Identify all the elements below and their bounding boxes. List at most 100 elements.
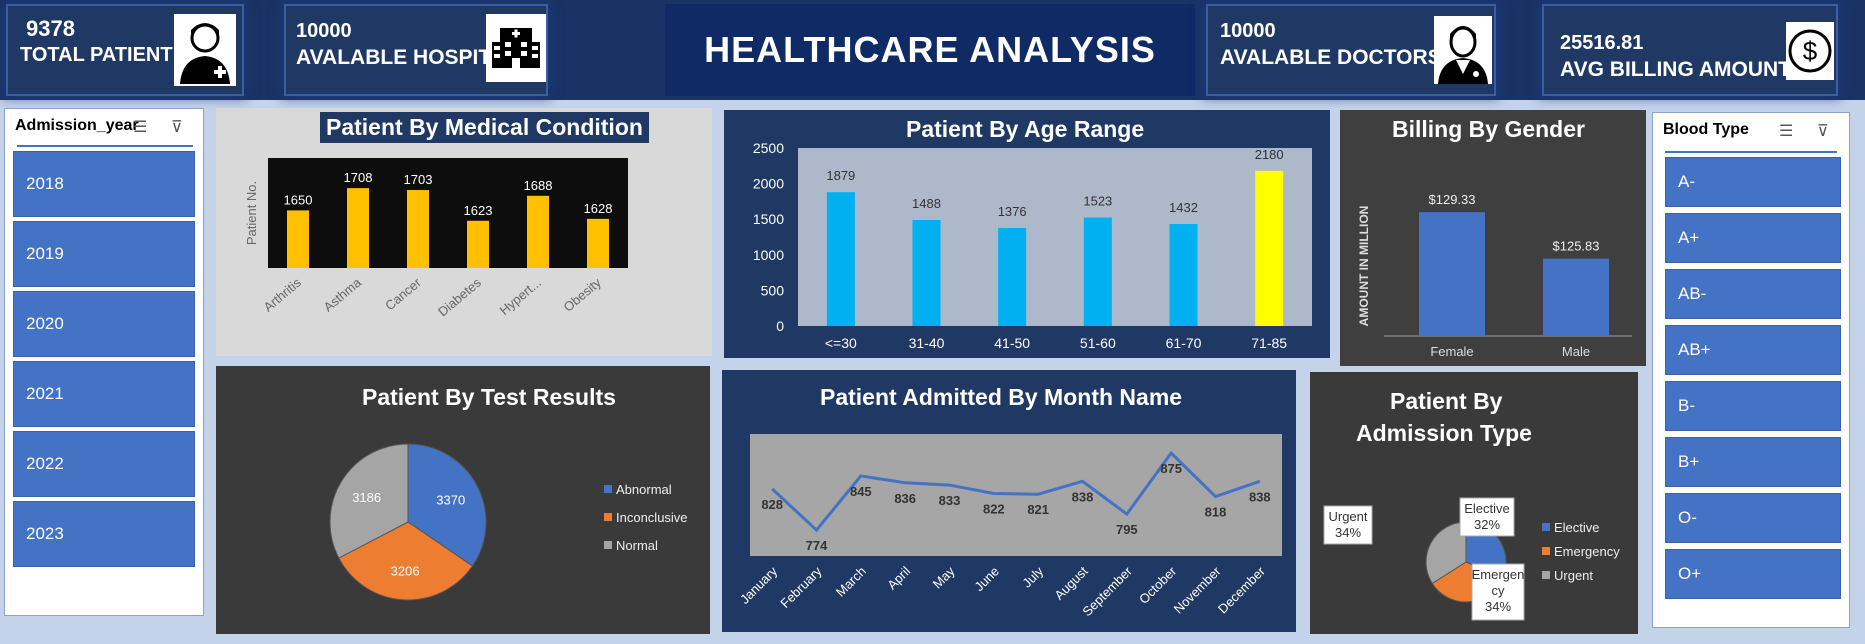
chart-title: Billing By Gender <box>1392 116 1585 142</box>
data-label: 3370 <box>436 492 465 507</box>
kpi-hospitals: 10000 AVALABLE HOSPITALS <box>284 4 548 96</box>
age-range-chart[interactable]: Patient By Age Range 0 500 1000 1500 2000 250… <box>724 110 1330 358</box>
x-tick-label: July <box>1019 563 1046 590</box>
slicer-item-2020[interactable]: 2020 <box>13 291 195 357</box>
plot-area <box>268 158 628 268</box>
multi-select-icon[interactable]: ☰ <box>1779 123 1794 140</box>
x-tick-label: March <box>833 564 869 600</box>
test-results-chart[interactable]: Patient By Test Results 3370 3206 3186 Abno… <box>216 366 710 634</box>
x-tick-label: Female <box>1430 344 1473 359</box>
slicer-item-2019[interactable]: 2019 <box>13 221 195 287</box>
bar <box>998 228 1027 326</box>
age-range-svg: 0 500 1000 1500 2000 2500 1879 <=30 1488 31-40 137… <box>753 140 1312 351</box>
data-label: 3186 <box>352 490 381 505</box>
chart-title: Patient By Test Results <box>362 384 616 410</box>
blood-type-slicer: Blood Type ☰ ⊽ A- A+ AB- AB+ B- B+ O- O+ <box>1652 112 1850 628</box>
data-label: 828 <box>761 497 783 512</box>
data-label: 1523 <box>1083 194 1112 209</box>
data-label: 822 <box>983 501 1005 516</box>
medical-condition-chart[interactable]: Patient By Medical Condition 1650 Arthrit… <box>216 108 712 356</box>
test-results-svg: 3370 3206 3186 Abnormal Inconclusive Normal <box>329 443 688 601</box>
slicer-item-a-pos[interactable]: A+ <box>1665 213 1841 263</box>
x-tick-label: Male <box>1562 344 1590 359</box>
y-tick-label: 0 <box>776 318 784 334</box>
chart-title-line1: Patient By <box>1390 388 1503 414</box>
pie-slice <box>329 443 409 559</box>
kpi-value: 9378 <box>26 16 75 41</box>
slicer-title: Admission_year <box>15 117 139 134</box>
admission-year-slicer: Admission_year ☰ ⊽ 2018 2019 2020 2021 2… <box>4 108 204 616</box>
chart-title-line2: Admission Type <box>1356 420 1532 446</box>
data-label: 836 <box>894 491 916 506</box>
hospital-icon <box>486 14 546 82</box>
chart-title: Patient By Age Range <box>900 114 1151 145</box>
y-tick-label: 1500 <box>753 211 784 227</box>
data-label: Urgent <box>1328 509 1367 524</box>
data-label: 1708 <box>344 170 373 185</box>
data-label: $129.33 <box>1429 192 1476 207</box>
data-label: 1628 <box>584 201 613 216</box>
pie-slice <box>338 521 474 601</box>
kpi-label: AVALABLE DOCTORS <box>1220 46 1442 69</box>
y-tick-label: 2500 <box>753 140 784 156</box>
bar <box>407 190 429 268</box>
slicer-item-b-neg[interactable]: B- <box>1665 381 1841 431</box>
clear-filter-icon[interactable]: ⊽ <box>1817 123 1829 140</box>
clear-filter-icon[interactable]: ⊽ <box>171 119 183 136</box>
legend-label: Urgent <box>1554 568 1593 583</box>
chart-title: Patient By Medical Condition <box>320 112 649 143</box>
slicer-title: Blood Type <box>1663 121 1749 138</box>
legend-swatch <box>604 513 612 521</box>
bar <box>1083 217 1112 326</box>
slicer-item-ab-neg[interactable]: AB- <box>1665 269 1841 319</box>
kpi-label: TOTAL PATIENT <box>20 44 173 66</box>
billing-gender-chart[interactable]: Billing By Gender $129.33 Female $125.83 Ma… <box>1340 110 1646 366</box>
data-label: 1879 <box>826 168 855 183</box>
slicer-item-2021[interactable]: 2021 <box>13 361 195 427</box>
y-axis-label: Patient No. <box>244 181 259 245</box>
slicer-item-b-pos[interactable]: B+ <box>1665 437 1841 487</box>
patient-icon <box>174 14 236 86</box>
kpi-doctors: 10000 AVALABLE DOCTORS <box>1206 4 1496 96</box>
slicer-item-o-pos[interactable]: O+ <box>1665 549 1841 599</box>
y-tick-label: 2000 <box>753 176 784 192</box>
data-label: 34% <box>1335 525 1361 540</box>
slicer-item-2023[interactable]: 2023 <box>13 501 195 567</box>
admitted-month-chart[interactable]: Patient Admitted By Month Name 828 Januar… <box>722 370 1296 632</box>
slicer-item-2022[interactable]: 2022 <box>13 431 195 497</box>
kpi-value: 25516.81 <box>1560 32 1644 54</box>
slicer-item-2018[interactable]: 2018 <box>13 151 195 217</box>
bar <box>347 188 369 268</box>
pie-slice <box>407 443 487 567</box>
x-tick-label: Arthritis <box>261 274 305 314</box>
data-label: 1688 <box>524 178 553 193</box>
x-tick-label: December <box>1215 563 1268 616</box>
data-label: $125.83 <box>1553 239 1600 254</box>
slicer-item-ab-pos[interactable]: AB+ <box>1665 325 1841 375</box>
slicer-item-o-neg[interactable]: O- <box>1665 493 1841 543</box>
y-tick-label: 500 <box>761 282 785 298</box>
data-label-box <box>1459 497 1515 537</box>
legend-label: Elective <box>1554 520 1600 535</box>
bar <box>1419 212 1485 336</box>
admission-type-chart[interactable]: Patient By Admission Type Elective 32% Eme… <box>1310 372 1638 634</box>
x-tick-label: Hypert... <box>497 275 544 318</box>
billing-gender-svg: $129.33 Female $125.83 Male AMOUNT IN MILLIO… <box>1357 192 1632 359</box>
slicer-item-a-neg[interactable]: A- <box>1665 157 1841 207</box>
data-label: 1488 <box>912 196 941 211</box>
dollar-icon: $ <box>1786 22 1834 80</box>
data-label: 774 <box>806 538 828 553</box>
x-tick-label: November <box>1171 563 1224 616</box>
data-label: 833 <box>939 493 961 508</box>
divider <box>1665 151 1837 153</box>
legend-label: Abnormal <box>616 482 672 497</box>
bar <box>467 220 489 268</box>
medical-condition-svg: 1650 Arthritis 1708 Asthma 1703 Cancer 1623 Dia… <box>244 158 628 319</box>
series-line <box>771 450 1261 533</box>
x-tick-label: <=30 <box>825 335 857 351</box>
multi-select-icon[interactable]: ☰ <box>133 119 148 136</box>
x-tick-label: Diabetes <box>435 274 484 319</box>
x-tick-label: April <box>884 563 913 592</box>
bar <box>587 218 609 268</box>
